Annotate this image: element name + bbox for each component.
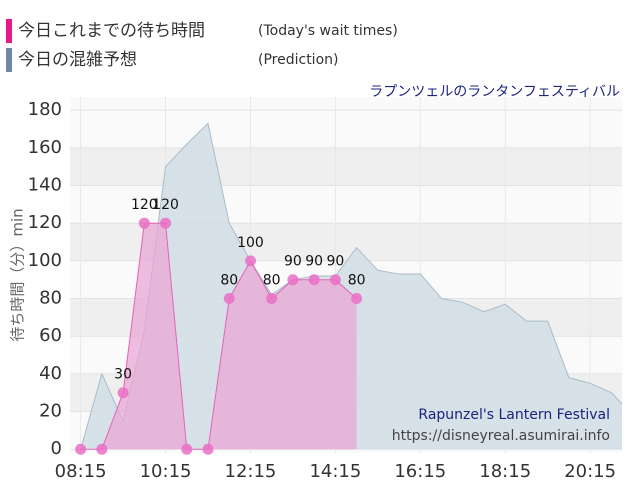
marker bbox=[181, 443, 193, 455]
y-tick-label: 100 bbox=[28, 250, 62, 271]
y-tick-label: 140 bbox=[28, 175, 62, 196]
legend-swatch bbox=[6, 48, 12, 72]
y-tick-label: 40 bbox=[39, 363, 62, 384]
marker bbox=[308, 274, 320, 286]
subtitle: ラプンツェルのランタンフェスティバル bbox=[369, 84, 620, 100]
y-tick-label: 60 bbox=[39, 325, 62, 346]
data-label: 80 bbox=[348, 273, 366, 289]
marker bbox=[266, 293, 278, 305]
data-label: 120 bbox=[131, 197, 158, 213]
data-label: 120 bbox=[152, 197, 179, 213]
legend-label: 今日の混雑予想 bbox=[18, 50, 137, 70]
x-tick-label: 08:15 bbox=[55, 461, 107, 482]
data-label: 80 bbox=[263, 273, 281, 289]
marker bbox=[202, 443, 214, 455]
legend-note: (Today's wait times) bbox=[258, 23, 398, 39]
annotation: https://disneyreal.asumirai.info bbox=[392, 428, 610, 444]
legend-label: 今日これまでの待ち時間 bbox=[18, 21, 205, 41]
data-label: 80 bbox=[220, 273, 238, 289]
legend-swatch bbox=[6, 19, 12, 43]
legend-note: (Prediction) bbox=[258, 52, 338, 68]
marker bbox=[160, 217, 172, 229]
data-label: 90 bbox=[305, 254, 323, 270]
x-tick-label: 16:15 bbox=[394, 461, 446, 482]
marker bbox=[244, 255, 256, 267]
grid-band bbox=[70, 147, 622, 186]
x-tick-label: 12:15 bbox=[225, 461, 277, 482]
line bbox=[80, 122, 623, 450]
x-tick-label: 14:15 bbox=[309, 461, 361, 482]
marker bbox=[329, 274, 341, 286]
x-tick-label: 18:15 bbox=[479, 461, 531, 482]
y-axis-label: 待ち時間（分）min bbox=[9, 208, 27, 341]
area bbox=[80, 223, 357, 450]
marker bbox=[287, 274, 299, 286]
data-label: 90 bbox=[284, 254, 302, 270]
annotation: Rapunzel's Lantern Festival bbox=[418, 407, 610, 423]
data-label: 100 bbox=[237, 235, 264, 251]
y-tick-label: 120 bbox=[28, 212, 62, 233]
marker bbox=[138, 217, 150, 229]
area bbox=[80, 123, 623, 450]
marker bbox=[223, 293, 235, 305]
x-tick-label: 10:15 bbox=[140, 461, 192, 482]
data-label: 30 bbox=[114, 367, 132, 383]
data-label: 90 bbox=[326, 254, 344, 270]
marker bbox=[117, 387, 129, 399]
y-tick-label: 0 bbox=[51, 438, 62, 459]
y-tick-label: 80 bbox=[39, 288, 62, 309]
marker bbox=[351, 293, 363, 305]
x-tick-label: 20:15 bbox=[564, 461, 616, 482]
y-tick-label: 180 bbox=[28, 99, 62, 120]
y-tick-label: 20 bbox=[39, 401, 62, 422]
y-tick-label: 160 bbox=[28, 137, 62, 158]
marker bbox=[96, 443, 108, 455]
marker bbox=[75, 443, 87, 455]
